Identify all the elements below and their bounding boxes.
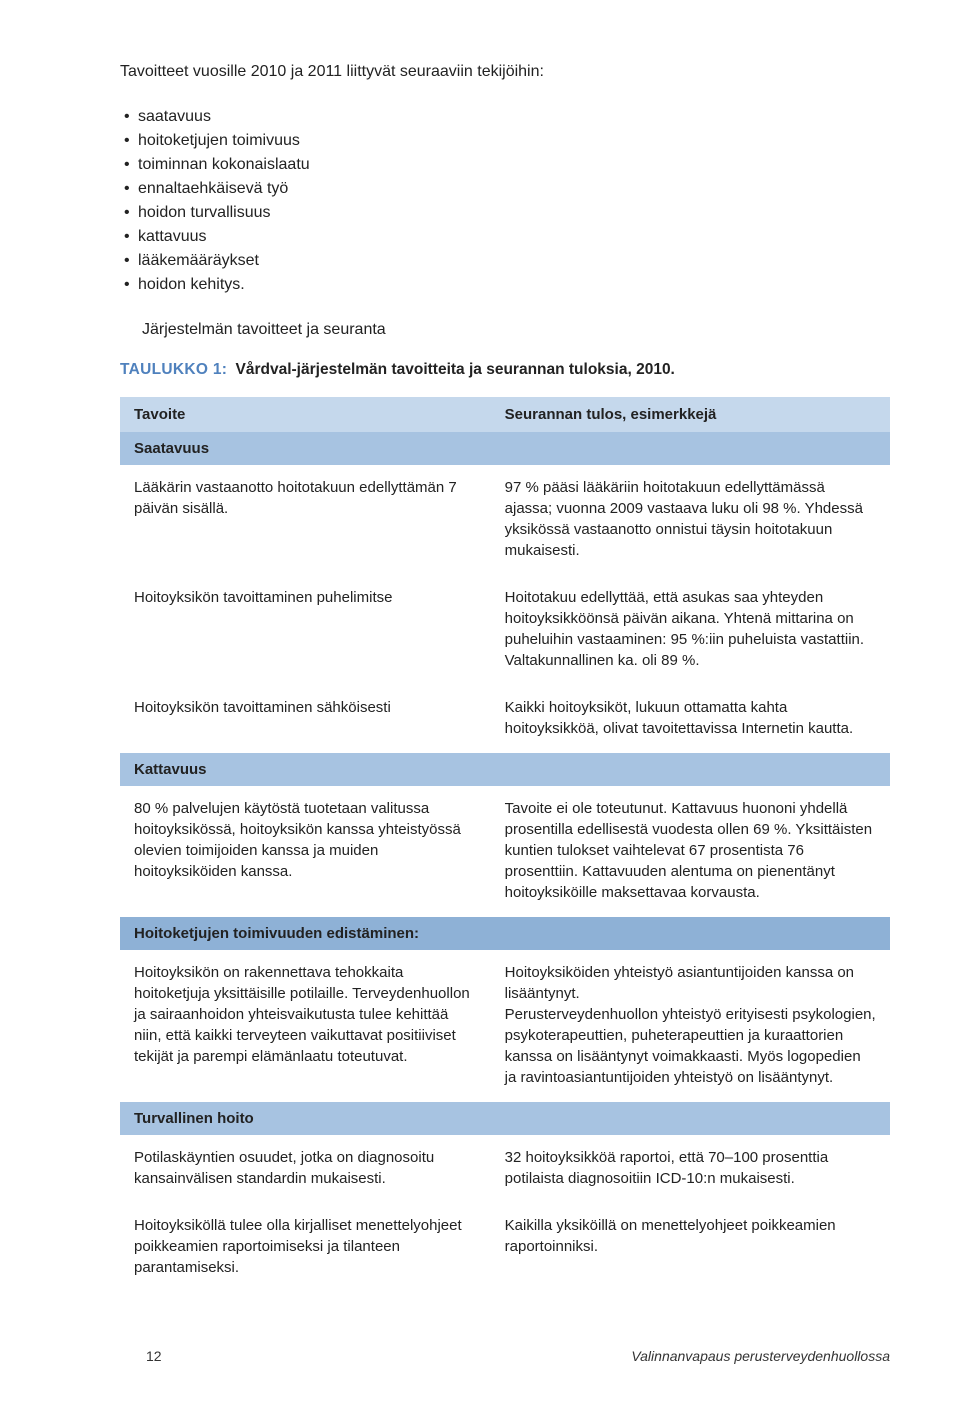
table-cell-goal: 80 % palvelujen käytöstä tuotetaan valit… xyxy=(120,786,491,917)
table-cell-result: Hoitoyksiköiden yhteistyö asiantuntijoid… xyxy=(491,950,890,1102)
table-row: Hoitoyksiköllä tulee olla kirjalliset me… xyxy=(120,1203,890,1292)
table-cell-goal: Hoitoyksikön tavoittaminen sähköisesti xyxy=(120,685,491,753)
table-caption: TAULUKKO 1: Vårdval-järjestelmän tavoitt… xyxy=(120,361,890,379)
table-section-title: Kattavuus xyxy=(120,753,890,786)
table-row: Hoitoyksikön on rakennettava tehokkaita … xyxy=(120,950,890,1102)
intro-bullet-list: saatavuushoitoketjujen toimivuustoiminna… xyxy=(120,105,890,297)
goals-table: Tavoite Seurannan tulos, esimerkkejä Saa… xyxy=(120,397,890,1292)
page-number: 12 xyxy=(146,1348,162,1364)
table-section-row: Kattavuus xyxy=(120,753,890,786)
intro-bullet-item: hoidon turvallisuus xyxy=(120,201,890,225)
caption-text: Vårdval-järjestelmän tavoitteita ja seur… xyxy=(236,361,675,378)
table-header-left: Tavoite xyxy=(120,397,491,432)
table-section-row: Turvallinen hoito xyxy=(120,1102,890,1135)
table-cell-result: Hoitotakuu edellyttää, että asukas saa y… xyxy=(491,575,890,685)
intro-bullet-item: hoitoketjujen toimivuus xyxy=(120,129,890,153)
table-cell-goal: Potilaskäyntien osuudet, jotka on diagno… xyxy=(120,1135,491,1203)
table-row: Hoitoyksikön tavoittaminen puhelimitseHo… xyxy=(120,575,890,685)
table-cell-goal: Hoitoyksiköllä tulee olla kirjalliset me… xyxy=(120,1203,491,1292)
table-cell-result: Kaikilla yksiköillä on menettelyohjeet p… xyxy=(491,1203,890,1292)
intro-bullet-item: hoidon kehitys. xyxy=(120,273,890,297)
intro-lead: Tavoitteet vuosille 2010 ja 2011 liittyv… xyxy=(120,63,544,80)
table-cell-goal: Lääkärin vastaanotto hoitotakuun edellyt… xyxy=(120,465,491,575)
table-section-title: Turvallinen hoito xyxy=(120,1102,890,1135)
table-cell-result: Tavoite ei ole toteutunut. Kattavuus huo… xyxy=(491,786,890,917)
table-header-right: Seurannan tulos, esimerkkejä xyxy=(491,397,890,432)
table-cell-result: 97 % pääsi lääkäriin hoitotakuun edellyt… xyxy=(491,465,890,575)
intro-bullet-item: lääkemääräykset xyxy=(120,249,890,273)
intro-bullet-item: ennaltaehkäisevä työ xyxy=(120,177,890,201)
table-cell-result: 32 hoitoyksikköä raportoi, että 70–100 p… xyxy=(491,1135,890,1203)
intro-paragraph: Tavoitteet vuosille 2010 ja 2011 liittyv… xyxy=(120,60,890,83)
table-row: Potilaskäyntien osuudet, jotka on diagno… xyxy=(120,1135,890,1203)
table-cell-goal: Hoitoyksikön tavoittaminen puhelimitse xyxy=(120,575,491,685)
table-section-row: Saatavuus xyxy=(120,432,890,465)
publication-title: Valinnanvapaus perusterveydenhuollossa xyxy=(631,1348,890,1364)
table-row: Hoitoyksikön tavoittaminen sähköisestiKa… xyxy=(120,685,890,753)
table-cell-result: Kaikki hoitoyksiköt, lukuun ottamatta ka… xyxy=(491,685,890,753)
table-row: 80 % palvelujen käytöstä tuotetaan valit… xyxy=(120,786,890,917)
section-subheading: Järjestelmän tavoitteet ja seuranta xyxy=(142,321,890,339)
table-header-row: Tavoite Seurannan tulos, esimerkkejä xyxy=(120,397,890,432)
table-row: Lääkärin vastaanotto hoitotakuun edellyt… xyxy=(120,465,890,575)
table-cell-goal: Hoitoyksikön on rakennettava tehokkaita … xyxy=(120,950,491,1102)
table-section-row: Hoitoketjujen toimivuuden edistäminen: xyxy=(120,917,890,950)
table-section-title: Saatavuus xyxy=(120,432,890,465)
page-footer: 12 Valinnanvapaus perusterveydenhuolloss… xyxy=(120,1348,890,1364)
document-page: Tavoitteet vuosille 2010 ja 2011 liittyv… xyxy=(0,0,960,1404)
intro-bullet-item: kattavuus xyxy=(120,225,890,249)
intro-bullet-item: saatavuus xyxy=(120,105,890,129)
caption-label: TAULUKKO 1: xyxy=(120,361,227,378)
table-section-title: Hoitoketjujen toimivuuden edistäminen: xyxy=(120,917,890,950)
intro-bullet-item: toiminnan kokonaislaatu xyxy=(120,153,890,177)
